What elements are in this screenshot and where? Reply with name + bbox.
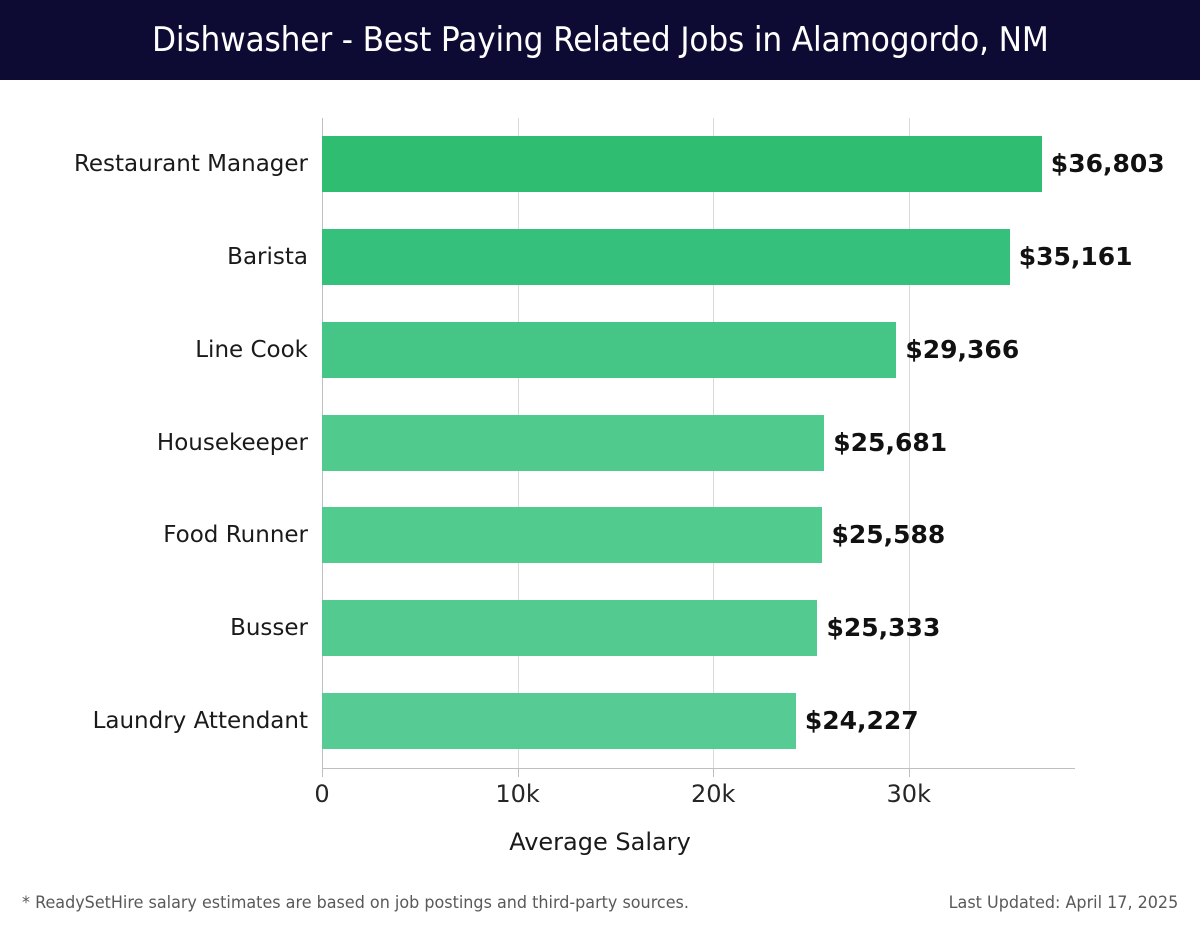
chart-header-banner: Dishwasher - Best Paying Related Jobs in… — [0, 0, 1200, 80]
bar[interactable] — [322, 600, 818, 657]
page-title: Dishwasher - Best Paying Related Jobs in… — [151, 20, 1049, 60]
x-axis-tick-label: 10k — [495, 780, 540, 808]
footer-disclaimer: * ReadySetHire salary estimates are base… — [22, 893, 689, 913]
x-axis-tick-labels: 0 10k 20k 30k — [314, 780, 1082, 820]
y-axis-category-labels: Restaurant Manager Barista Line Cook Housek… — [0, 118, 308, 768]
bar-row[interactable]: $24,227 — [322, 675, 1075, 768]
bar[interactable] — [322, 321, 897, 378]
x-axis-tick-label: 0 — [314, 780, 330, 808]
bar[interactable] — [322, 228, 1010, 285]
plot-area: $36,803 $35,161 $29,366 $25,681 $25,588 $25,3… — [322, 118, 1165, 777]
chart-footer: * ReadySetHire salary estimates are base… — [0, 893, 1200, 940]
y-axis-category-label: Line Cook — [195, 336, 308, 363]
bar-value-label: $25,333 — [826, 613, 941, 643]
bar-value-label: $25,681 — [833, 427, 948, 457]
bar[interactable] — [322, 507, 823, 564]
bar-value-label: $25,588 — [831, 520, 946, 550]
x-axis-tick-label: 20k — [690, 780, 736, 808]
bar-row[interactable]: $35,161 — [322, 211, 1133, 304]
bar-chart: Restaurant Manager Barista Line Cook Housek… — [0, 80, 1200, 870]
bar-row[interactable]: $25,333 — [322, 582, 1075, 675]
gridline — [908, 118, 910, 768]
y-axis-category-label: Housekeeper — [156, 429, 308, 456]
x-axis-title: Average Salary — [509, 828, 691, 856]
bar-row[interactable]: $36,803 — [322, 118, 1165, 211]
footer-last-updated: Last Updated: April 17, 2025 — [948, 893, 1178, 913]
bar[interactable] — [322, 414, 825, 471]
bar-value-label: $29,366 — [905, 334, 1020, 364]
bar-row[interactable]: $29,366 — [322, 304, 1075, 397]
x-axis-tick — [322, 769, 323, 777]
x-axis-tick — [713, 769, 715, 777]
bar-value-label: $36,803 — [1050, 149, 1165, 178]
x-axis-tick-label: 30k — [886, 780, 931, 808]
y-axis-category-label: Food Runner — [163, 522, 308, 549]
bar-row[interactable]: $25,681 — [322, 397, 1075, 490]
bar-row[interactable]: $25,588 — [322, 489, 1075, 582]
y-axis-category-label: Restaurant Manager — [73, 151, 308, 177]
y-axis-category-label: Busser — [230, 615, 308, 642]
x-axis-tick — [517, 769, 519, 777]
bar-value-label: $24,227 — [804, 706, 919, 736]
bar-value-label: $35,161 — [1018, 241, 1133, 271]
y-axis-category-label: Barista — [227, 243, 308, 270]
x-axis-tick — [908, 769, 910, 777]
bar[interactable] — [322, 136, 1042, 192]
bar[interactable] — [322, 693, 796, 750]
x-axis-line — [322, 768, 1075, 769]
y-axis-category-label: Laundry Attendant — [92, 708, 308, 735]
